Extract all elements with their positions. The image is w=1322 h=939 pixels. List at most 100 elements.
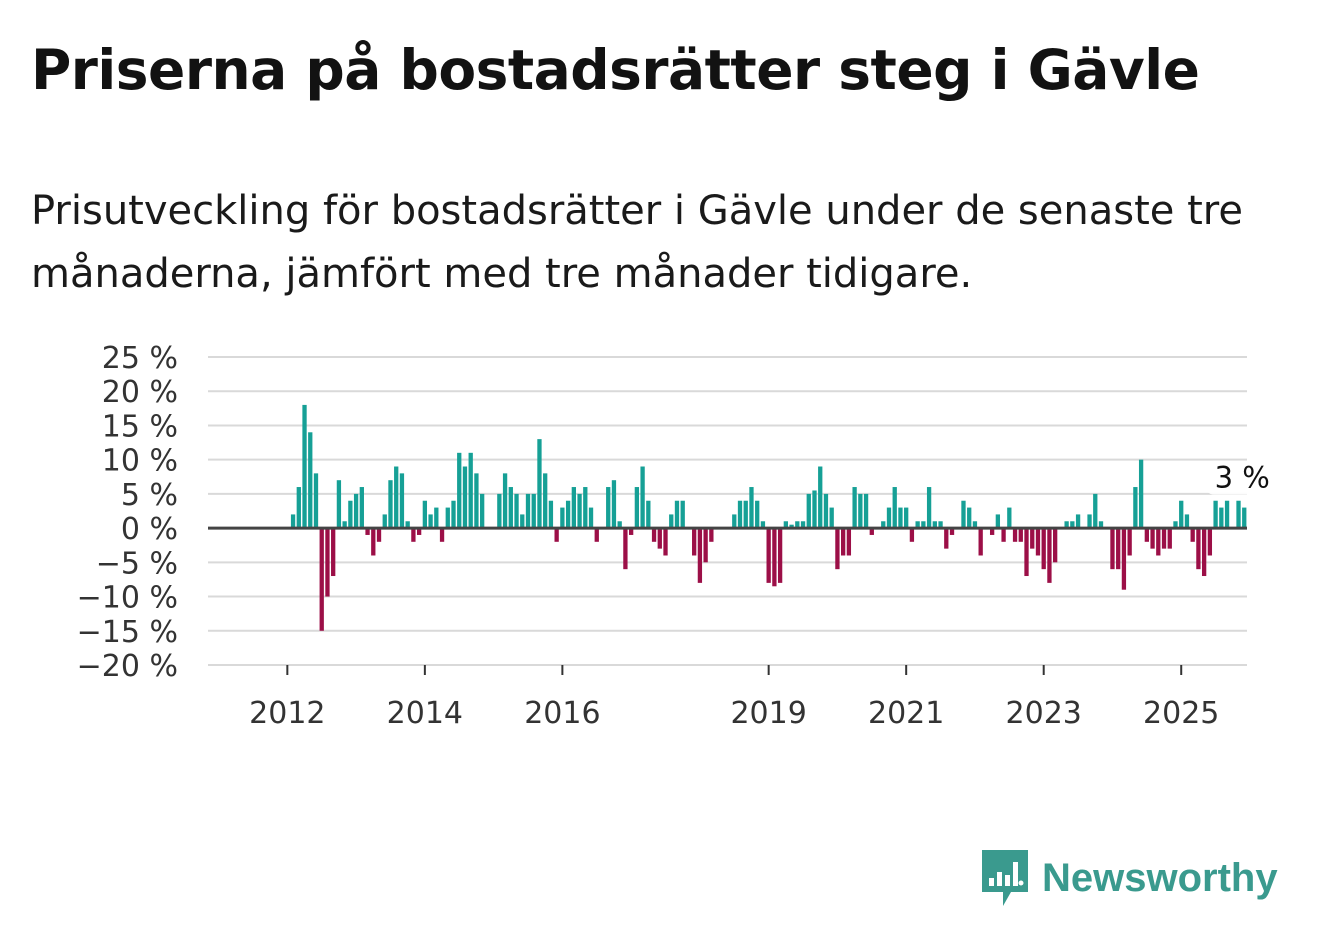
bar: [898, 507, 903, 529]
bar: [1093, 493, 1098, 529]
x-tick-label: 2023: [1006, 696, 1082, 731]
bar: [548, 500, 554, 529]
bar: [967, 507, 972, 529]
bar: [480, 493, 485, 529]
bar: [835, 528, 840, 570]
grid-lines: [208, 356, 1247, 666]
bar: [416, 528, 422, 535]
bar: [1024, 528, 1029, 577]
bar: [1173, 521, 1178, 529]
bar: [405, 521, 410, 529]
bar: [537, 439, 542, 529]
bar: [915, 521, 920, 529]
bar: [669, 514, 674, 529]
bar: [1224, 500, 1230, 529]
last-value-label: 3 %: [1215, 461, 1270, 495]
x-tick-label: 2019: [730, 696, 806, 731]
x-tick-label: 2025: [1143, 696, 1219, 731]
bar: [852, 487, 857, 529]
bar: [961, 500, 966, 529]
bar: [1116, 528, 1121, 570]
bar: [502, 473, 508, 529]
bar: [336, 480, 342, 529]
bar: [617, 521, 622, 529]
bar: [789, 524, 794, 529]
bar: [296, 487, 301, 529]
bar: [359, 487, 364, 529]
bar: [525, 493, 531, 529]
bar: [428, 514, 433, 529]
bar: [1196, 528, 1201, 570]
bar: [646, 500, 651, 529]
bar: [858, 493, 863, 529]
bar: [583, 487, 588, 529]
bar: [1167, 528, 1172, 549]
bar: [588, 507, 594, 529]
bar: [342, 521, 347, 529]
bar: [594, 528, 599, 542]
bar: [709, 528, 714, 542]
bar: [577, 493, 582, 529]
bar: [692, 528, 697, 556]
bar: [944, 528, 949, 549]
bar: [382, 514, 387, 529]
bar: [703, 528, 708, 563]
bar: [571, 487, 576, 529]
bar: [1001, 528, 1006, 542]
bar: [434, 507, 439, 529]
bar: [777, 528, 783, 583]
bar: [1242, 507, 1247, 529]
bar: [1098, 521, 1104, 529]
bar: [823, 493, 829, 529]
bar: [674, 500, 680, 529]
bar: [1070, 521, 1075, 529]
bar: [1053, 528, 1058, 563]
y-tick-label: 20 %: [102, 375, 178, 410]
bar: [755, 500, 760, 529]
bar: [422, 500, 428, 529]
bar: [520, 514, 525, 529]
y-axis-ticks: 25 %20 %15 %10 %5 %0 %−5 %−10 %−15 %−20 …: [77, 341, 178, 684]
bar: [1213, 500, 1218, 529]
y-tick-label: 0 %: [121, 512, 178, 547]
bar: [353, 493, 359, 529]
bar: [634, 487, 640, 529]
bar: [995, 514, 1001, 529]
bar: [1121, 528, 1127, 590]
annotation-background: [1204, 460, 1281, 495]
y-tick-label: −10 %: [77, 581, 178, 616]
brand-name: Newsworthy: [1042, 855, 1278, 900]
bar: [565, 500, 571, 529]
bar: [921, 521, 926, 529]
x-tick-label: 2016: [524, 696, 600, 731]
bar: [508, 487, 513, 529]
bar: [1007, 507, 1012, 529]
bar: [749, 487, 754, 529]
bar: [497, 493, 502, 529]
bar: [628, 528, 634, 535]
bar: [640, 466, 645, 529]
bar: [1127, 528, 1132, 556]
bar: [1138, 459, 1144, 529]
bar: [1012, 528, 1018, 542]
bar: [308, 432, 313, 529]
bar: [783, 521, 788, 529]
bar: [611, 480, 617, 529]
bars: [290, 404, 1247, 631]
bar: [606, 487, 611, 529]
y-tick-label: 5 %: [121, 478, 178, 513]
bar: [371, 528, 376, 556]
bar: [543, 473, 548, 529]
bar: [1110, 528, 1115, 570]
bar: [1030, 528, 1035, 549]
annotations: 3 %: [1204, 460, 1281, 495]
bar: [892, 487, 897, 529]
bar: [554, 528, 559, 542]
bar: [1184, 514, 1190, 529]
bar: [869, 528, 874, 535]
bar: [651, 528, 657, 542]
bar: [972, 521, 978, 529]
bar: [1161, 528, 1167, 549]
bar: [457, 452, 462, 529]
x-axis-ticks: 2012 2014 2016 2019 2021 2023 2025: [249, 665, 1219, 731]
